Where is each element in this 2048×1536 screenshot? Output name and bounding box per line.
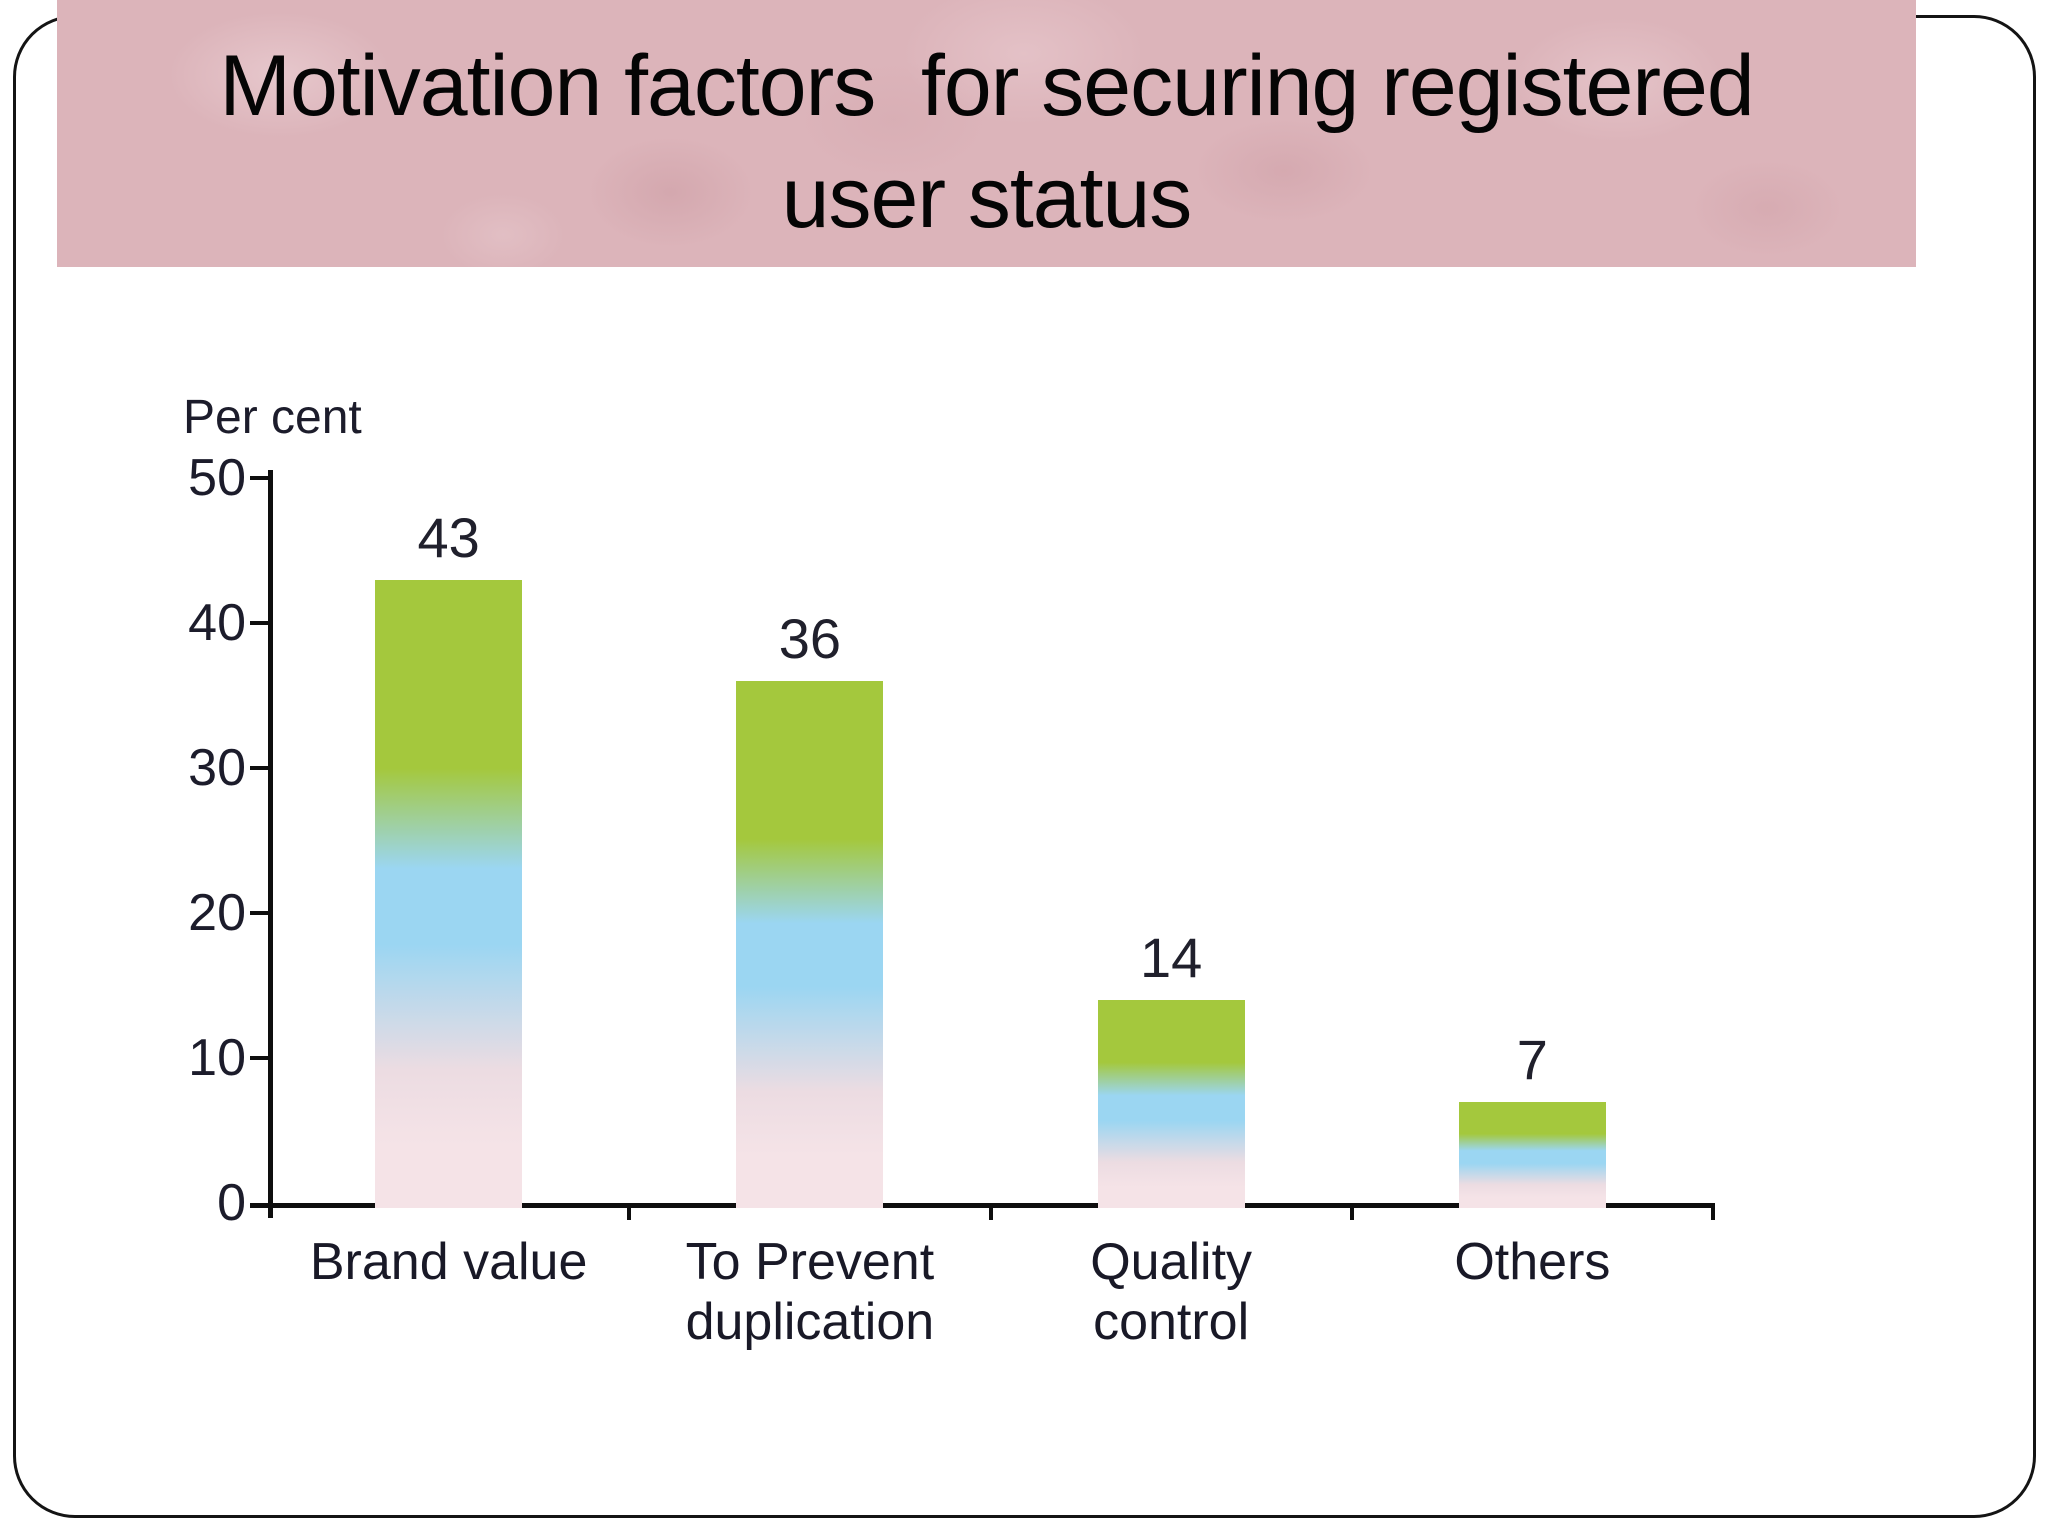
bar-brand-value — [375, 579, 523, 1208]
y-axis-title: Per cent — [183, 391, 362, 444]
bar-value-label: 36 — [778, 607, 842, 670]
category-label-line: Brand value — [309, 1233, 588, 1291]
y-tick-label: 50 — [188, 449, 246, 507]
category-label: Others — [1362, 1232, 1702, 1292]
x-tick — [627, 1203, 632, 1220]
x-tick — [1349, 1203, 1354, 1220]
category-label-line: duplication — [685, 1293, 935, 1351]
category-label: Quality control — [1001, 1232, 1341, 1352]
bar-to-prevent-duplication — [736, 681, 884, 1208]
bar-value-label: 43 — [417, 505, 480, 569]
category-label-line: To Prevent — [685, 1233, 935, 1291]
title-banner: Motivation factors for securing register… — [57, 0, 1916, 267]
category-label-line: Others — [1454, 1233, 1611, 1291]
x-axis-line — [250, 1203, 1713, 1208]
y-tick — [250, 766, 268, 770]
x-tick — [988, 1203, 993, 1220]
y-tick-label: 0 — [217, 1174, 246, 1232]
category-label: To Prevent duplication — [640, 1232, 980, 1352]
slide-title-line-2: user status — [781, 150, 1193, 246]
category-label: Brand value — [279, 1232, 619, 1292]
slide-frame — [13, 15, 2036, 1518]
y-tick — [250, 476, 268, 480]
bar-quality-control — [1097, 1000, 1245, 1208]
y-tick — [250, 911, 268, 915]
y-tick-label: 40 — [188, 594, 246, 652]
category-label-line: control — [1093, 1293, 1250, 1351]
slide-title-line-1: Motivation factors for securing register… — [219, 38, 1754, 134]
category-label-line: Quality — [1090, 1233, 1253, 1291]
x-tick — [1711, 1203, 1715, 1220]
y-axis-line — [268, 470, 273, 1218]
bar-others — [1458, 1101, 1606, 1208]
bar-value-label: 14 — [1139, 926, 1203, 989]
y-tick — [250, 1056, 268, 1060]
y-tick-label: 20 — [188, 884, 246, 942]
bar-value-label: 7 — [1516, 1027, 1548, 1091]
y-tick-label: 30 — [188, 739, 246, 797]
y-tick — [250, 621, 268, 625]
y-tick-label: 10 — [188, 1029, 246, 1087]
